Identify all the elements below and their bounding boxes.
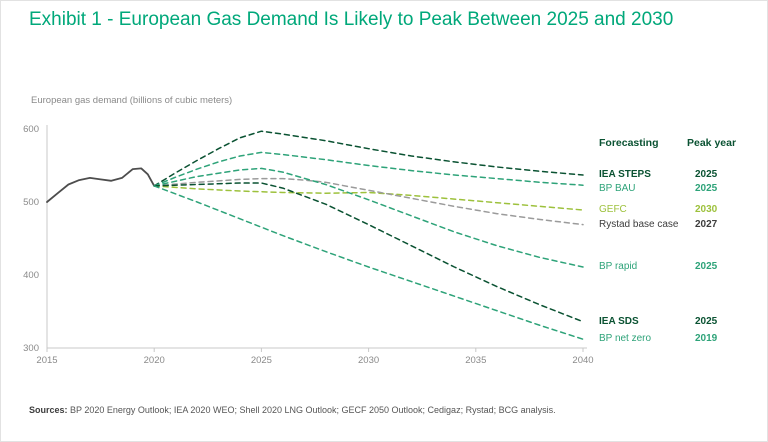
legend-item-bp-bau: BP BAU 2025 [599,183,761,195]
y-tick-label: 300 [23,343,39,354]
legend-header-peak-year: Peak year [687,137,737,149]
sources-text: BP 2020 Energy Outlook; IEA 2020 WEO; Sh… [67,405,556,415]
x-tick-label: 2015 [36,355,57,366]
x-tick-label: 2025 [251,355,272,366]
x-tick-label: 2035 [465,355,486,366]
legend-peak-year: 2025 [695,315,718,327]
legend-series-label: IEA SDS [599,315,639,327]
legend-peak-year: 2019 [695,333,718,345]
sources-label: Sources: [29,405,68,415]
legend-series-label: BP BAU [599,182,636,194]
series-line-bp-net-zero [153,185,584,340]
y-tick-label: 600 [23,124,39,135]
legend-peak-year: 2025 [695,260,718,272]
legend-header-forecasting: Forecasting [599,137,659,149]
sources-note: Sources: BP 2020 Energy Outlook; IEA 202… [29,405,749,415]
legend-item-iea-sds: IEA SDS 2025 [599,316,761,328]
x-tick-label: 2040 [572,355,593,366]
legend-series-label: BP rapid [599,260,638,272]
series-line-bp-bau [153,151,584,187]
legend-series-label: BP net zero [599,333,652,345]
series-line-gefc [153,185,584,211]
series-line-rystad-base-case [153,177,584,226]
legend: Forecasting Peak year IEA STEPS 2025 BP BA… [599,113,761,375]
legend-series-label: GEFC [599,204,627,216]
series-line-historical-demand [46,167,156,203]
legend-item-gefc: GEFC 2030 [599,204,761,216]
legend-peak-year: 2030 [695,204,718,216]
series-line-iea-sds [153,182,584,323]
legend-item-iea-steps: IEA STEPS 2025 [599,169,761,181]
chart-area: 300 400 500 600 2015 2020 2025 2030 2035 2040 For… [19,113,761,375]
axis-unit-label: European gas demand (billions of cubic m… [31,95,233,106]
x-tick-label: 2020 [144,355,165,366]
series-line-iea-steps [153,130,584,187]
legend-peak-year: 2027 [695,218,718,230]
legend-peak-year: 2025 [695,182,718,194]
legend-series-label: IEA STEPS [599,168,651,180]
y-tick-label: 400 [23,270,39,281]
y-tick-label: 500 [23,197,39,208]
series-line-bp-rapid [153,167,584,268]
legend-peak-year: 2025 [695,168,718,180]
legend-item-bp-rapid: BP rapid 2025 [599,261,761,273]
legend-item-rystad-base-case: Rystad base case 2027 [599,219,761,231]
legend-series-label: Rystad base case [599,218,679,230]
exhibit-title: Exhibit 1 - European Gas Demand Is Likel… [29,9,674,30]
x-tick-label: 2030 [358,355,379,366]
legend-item-bp-net-zero: BP net zero 2019 [599,333,761,345]
chart-canvas: 300 400 500 600 2015 2020 2025 2030 2035 2040 [23,124,593,366]
